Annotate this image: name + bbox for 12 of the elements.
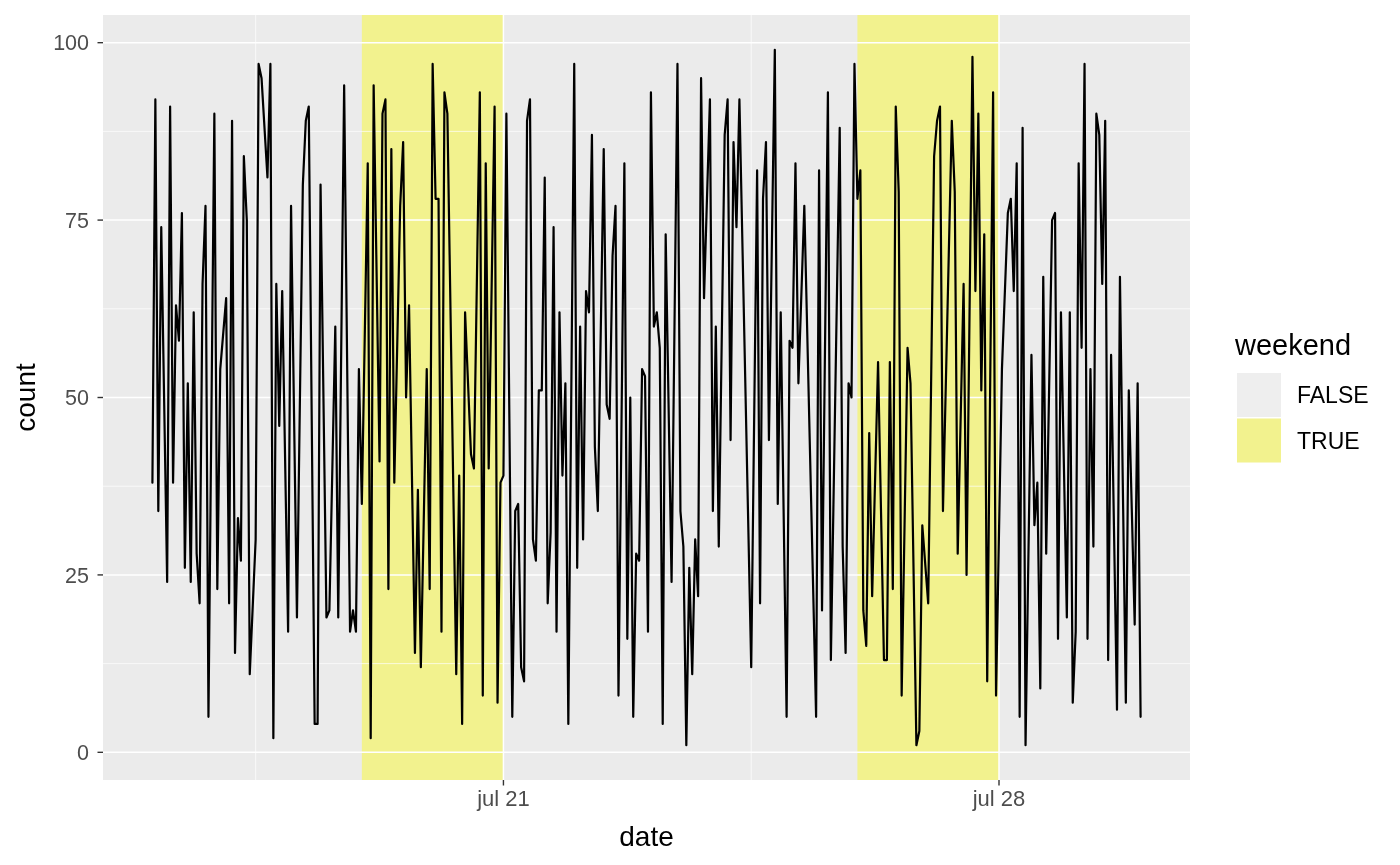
text: FALSE	[1297, 382, 1369, 409]
x-axis-title: date	[619, 821, 674, 852]
y-tick-label: 25	[65, 563, 90, 588]
y-tick-label: 50	[65, 386, 90, 411]
text: TRUE	[1297, 427, 1360, 454]
x-tick-label: jul 21	[476, 786, 530, 811]
y-tick-label: 75	[65, 208, 90, 233]
x-tick-label: jul 28	[971, 786, 1026, 811]
legend-title: weekend	[1234, 329, 1352, 361]
y-tick-label: 100	[53, 31, 90, 56]
y-axis-title: count	[10, 363, 41, 432]
y-tick-label: 0	[77, 741, 90, 766]
